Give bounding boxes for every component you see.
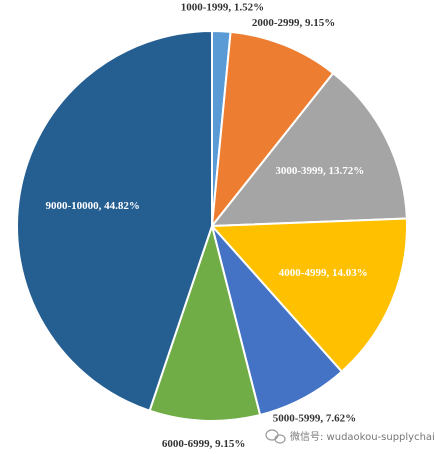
data-label: 3000-3999, 13.72% bbox=[275, 165, 364, 177]
pie-slice bbox=[209, 71, 408, 228]
pie-slice bbox=[209, 217, 408, 374]
watermark-icon bbox=[265, 429, 286, 444]
watermark: 微信号: wudaokou-supplychain bbox=[290, 430, 435, 443]
data-label: 1000-1999, 1.52% bbox=[181, 1, 264, 13]
data-label: 6000-6999, 9.15% bbox=[162, 438, 245, 450]
pie-slice bbox=[211, 225, 344, 417]
data-label: 4000-4999, 14.03% bbox=[279, 267, 368, 279]
data-label: 5000-5999, 7.62% bbox=[273, 412, 356, 424]
pie-slice bbox=[16, 29, 213, 413]
data-label: 9000-10000, 44.82% bbox=[45, 200, 139, 212]
pie-slice bbox=[210, 30, 335, 230]
pie-slice bbox=[148, 222, 262, 422]
data-label: 2000-2999, 9.15% bbox=[252, 17, 335, 29]
